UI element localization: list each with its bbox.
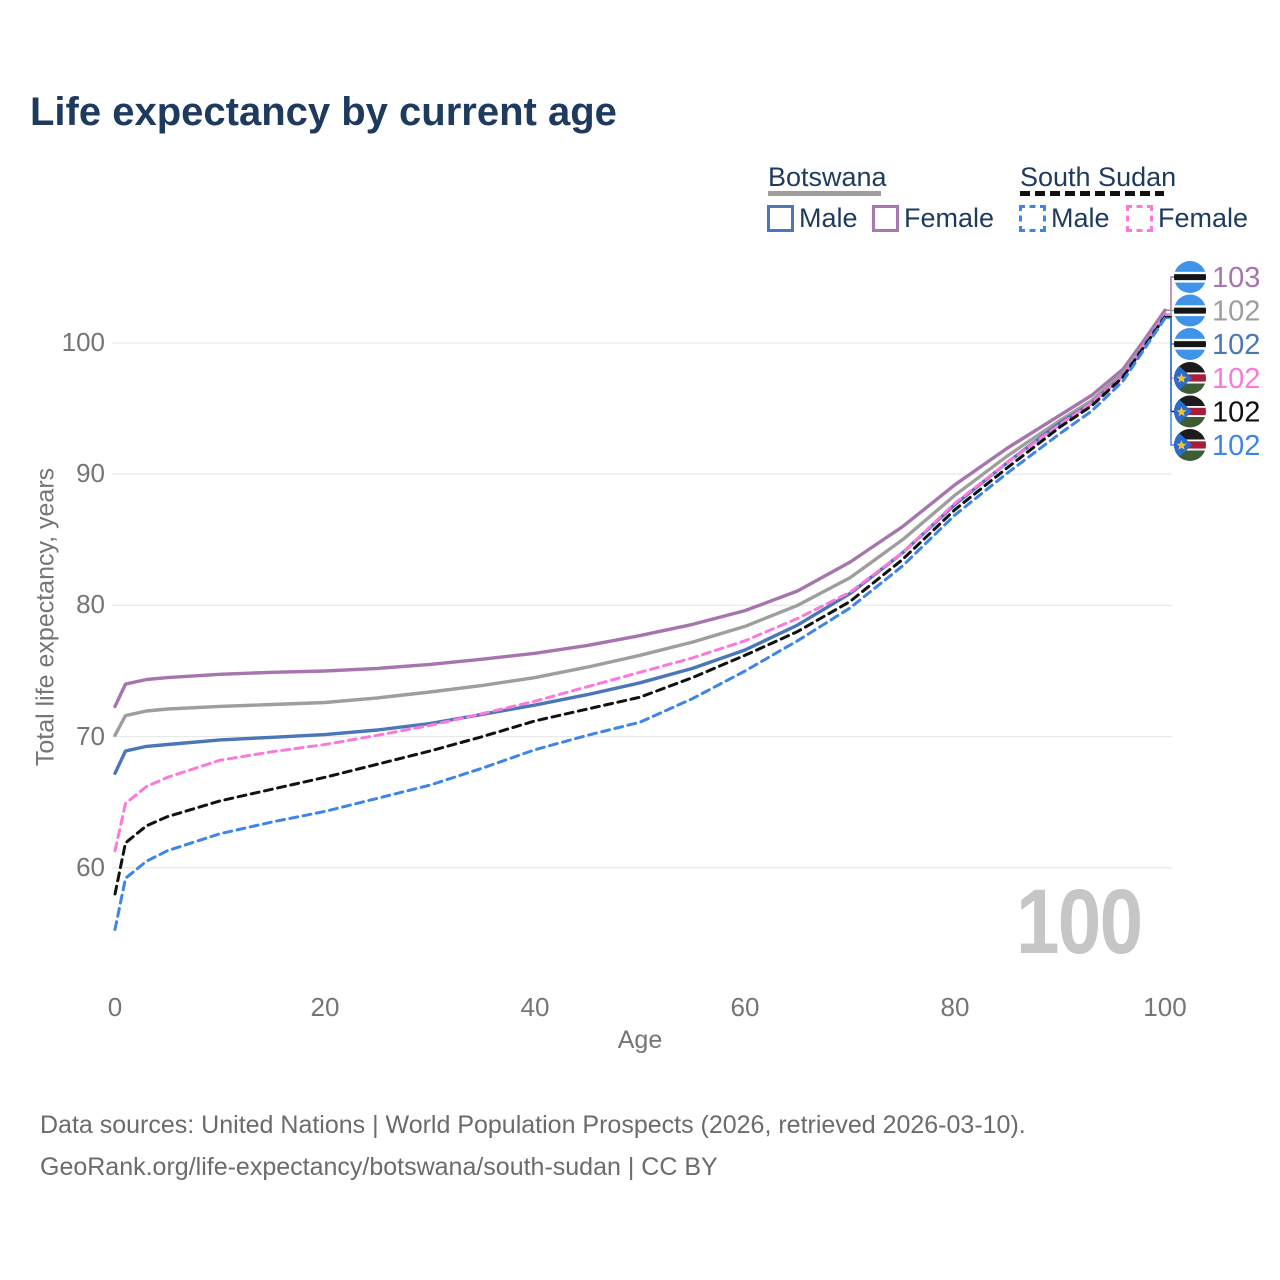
end-label-value: 103	[1212, 262, 1260, 294]
legend-group-south-sudan: South Sudan	[1020, 162, 1177, 192]
legend-item-label: Female	[1158, 203, 1249, 233]
legend-underline-south-sudan	[1020, 191, 1164, 196]
south-sudan-female-checkbox[interactable]	[1126, 205, 1153, 232]
legend-group-botswana: Botswana	[768, 162, 887, 192]
page-title: Life expectancy by current age	[30, 90, 617, 134]
end-label-connector	[1165, 314, 1175, 379]
y-tick-label-100: 100	[61, 327, 105, 357]
flag-icon-botswana	[1174, 295, 1206, 327]
end-label-value: 102	[1212, 329, 1260, 361]
series-line-south-sudan-female	[113, 313, 1167, 853]
x-tick-label-60: 60	[730, 992, 760, 1022]
legend-underline-botswana	[768, 191, 881, 196]
legend-item-botswana-male[interactable]: Male	[767, 203, 858, 234]
attribution-line: GeoRank.org/life-expectancy/botswana/sou…	[40, 1153, 718, 1181]
end-label-value: 102	[1212, 296, 1260, 328]
end-label-connector	[1165, 276, 1175, 311]
end-label-value: 102	[1212, 363, 1260, 395]
y-tick-label-60: 60	[76, 851, 105, 882]
series-line-botswana-male	[113, 313, 1167, 775]
x-tick-label-20: 20	[310, 992, 340, 1022]
flag-icon-botswana	[1174, 328, 1206, 360]
data-source-line: Data sources: United Nations | World Pop…	[40, 1111, 1026, 1139]
footer: Data sources: United Nations | World Pop…	[40, 1104, 1026, 1188]
botswana-female-checkbox[interactable]	[872, 205, 899, 232]
watermark-100: 100	[1016, 871, 1143, 973]
end-label-connector	[1165, 309, 1175, 315]
legend-item-label: Female	[904, 203, 995, 233]
series-line-botswana-all	[113, 312, 1167, 737]
legend-item-south-sudan-male[interactable]: Male	[1019, 203, 1110, 234]
legend-item-botswana-female[interactable]: Female	[872, 203, 994, 234]
flag-icon-botswana	[1174, 261, 1206, 293]
end-label-value: 102	[1212, 430, 1260, 462]
legend-item-label: Male	[1051, 203, 1110, 233]
end-label-connector	[1165, 314, 1175, 345]
legend-item-label: Male	[799, 203, 858, 233]
series-line-south-sudan-all	[113, 315, 1167, 896]
x-tick-label-80: 80	[940, 992, 970, 1022]
series-lines	[113, 308, 1167, 931]
botswana-male-checkbox[interactable]	[767, 205, 794, 232]
series-line-south-sudan-male	[113, 316, 1167, 931]
series-line-botswana-female	[113, 308, 1167, 709]
x-tick-label-100: 100	[1143, 992, 1187, 1022]
x-axis-title: Age	[617, 1026, 663, 1054]
flag-icon-south-sudan	[1174, 361, 1206, 395]
y-tick-label-90: 90	[76, 458, 105, 489]
south-sudan-male-checkbox[interactable]	[1019, 205, 1046, 232]
end-label-value: 102	[1212, 397, 1260, 429]
y-tick-label-70: 70	[76, 720, 105, 751]
flag-icon-south-sudan	[1174, 428, 1206, 462]
end-label-connector	[1165, 316, 1175, 413]
x-tick-label-0: 0	[107, 992, 123, 1022]
x-tick-label-40: 40	[520, 992, 550, 1022]
legend-item-south-sudan-female[interactable]: Female	[1126, 203, 1248, 234]
y-tick-label-80: 80	[76, 589, 105, 620]
end-label-connector	[1165, 317, 1175, 446]
flag-icon-south-sudan	[1174, 395, 1206, 429]
